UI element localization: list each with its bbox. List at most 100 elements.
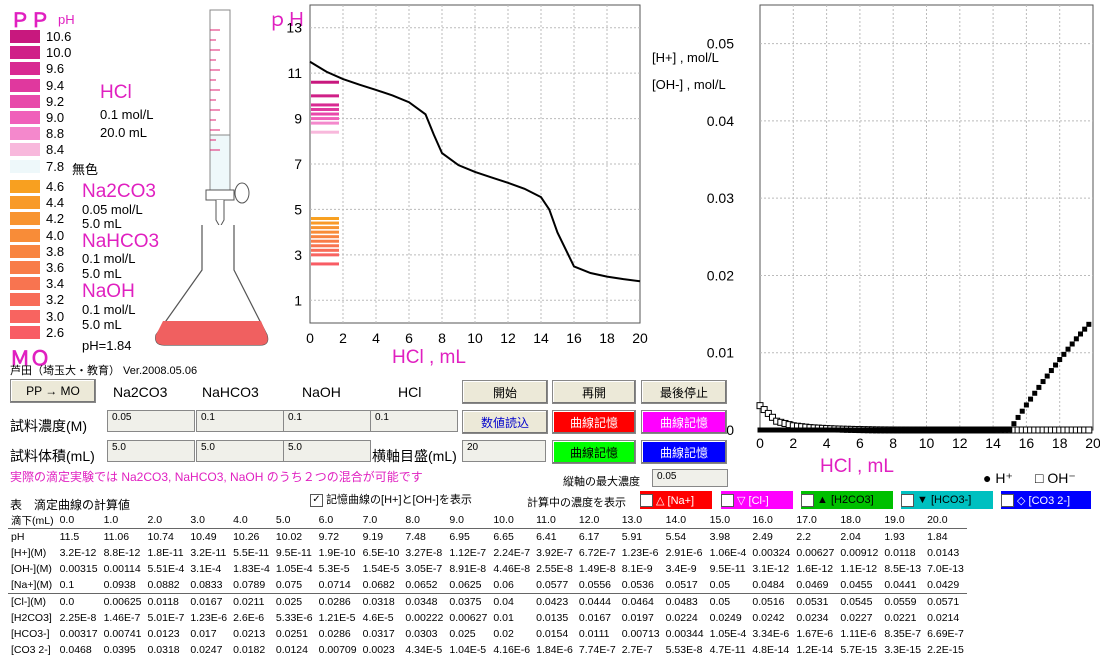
h-point [1015,414,1021,420]
conc-toggle-checkbox[interactable] [721,493,734,507]
table-cell: 0.0124 [275,644,308,656]
table-cell: 10.74 [144,528,188,545]
table-cell: 0.0882 [147,579,180,591]
h-point [786,427,792,433]
pp-scale-swatch [10,46,40,60]
memo-show-label: 記憶曲線の[H+]と[OH-]を表示 [326,494,472,506]
legend-oh: □ OH⁻ [1035,470,1076,486]
conc-toggle-chip[interactable]: ▲ [H2CO3] [801,491,893,509]
table-cell: 12.0 [578,514,600,526]
conc-toggle-chip[interactable]: ▼ [HCO3-] [901,491,993,509]
memo-show-option[interactable]: ✓ 記憶曲線の[H+]と[OH-]を表示 [310,491,472,507]
table-cell: 0.0227 [840,612,873,624]
h-point [849,427,855,433]
table-cell: 0.075 [275,579,303,591]
conc-xtick-label: 14 [985,435,1001,451]
table-cell: 0.0652 [405,579,438,591]
table-cell: 8.35E-7 [884,628,922,640]
xaxis-scale-input[interactable]: 20 [462,440,546,462]
ph-xtick-label: 0 [306,330,314,346]
ph-ytick-label: 1 [294,292,302,308]
conc-toggle-chip[interactable]: △ [Na+] [640,491,712,509]
table-cell: 0.0469 [796,579,829,591]
memo-curve-blue-button[interactable]: 曲線記憶 [641,440,727,464]
table-cell: 0.0197 [621,612,654,624]
conc-toggle-label: ▼ [HCO3-] [917,494,972,506]
conc-xtick-label: 6 [856,435,864,451]
memo-curve-green-button[interactable]: 曲線記憶 [552,440,636,464]
table-row-header: pH [8,528,57,545]
table-cell: 10.26 [230,528,273,545]
naoh-conc-input[interactable]: 0.1 [283,410,371,432]
h-point [853,427,859,433]
ph-xtick-label: 2 [339,330,347,346]
na2co3-vol-input[interactable]: 5.0 [107,440,195,462]
table-cell: 5.33E-6 [275,612,313,624]
conc-toggle-chip[interactable]: ▽ [Cl-] [721,491,793,509]
memo-curve-magenta-button[interactable]: 曲線記憶 [641,410,727,434]
conc-toggle-checkbox[interactable] [901,493,914,507]
conc-toggle-label: ▲ [H2CO3] [817,494,874,506]
pp-scale-value: 9.4 [46,77,65,93]
ph-mo-band [311,235,339,239]
table-cell: 5.3E-5 [318,563,350,575]
h-point [903,427,909,433]
h-point [861,427,867,433]
nahco3-vol-input[interactable]: 5.0 [196,440,284,462]
table-cell: 1.04E-5 [449,644,487,656]
table-row-header: [CO3 2-] [11,644,51,656]
pp-scale-value: 9.2 [46,93,65,109]
mo-scale-value: 3.2 [46,292,65,308]
table-cell: 0.0214 [927,612,960,624]
table-cell: 0.0182 [233,644,266,656]
conc-toggle-checkbox[interactable] [801,493,814,507]
h-point [1073,336,1079,342]
table-row-header: [H2CO3] [11,612,52,624]
table-cell: 19.0 [884,514,905,526]
table-cell: 0.0571 [924,593,967,610]
table-cell: 0.0167 [578,612,612,624]
memo-curve-red-button[interactable]: 曲線記憶 [552,410,636,434]
h-point [911,427,917,433]
titrant-vol: 20.0 mL [100,125,147,140]
table-cell: 0.00317 [59,628,98,640]
sample-2-conc: 0.1 mol/L [82,251,136,266]
last-stop-button[interactable]: 最後停止 [641,380,727,404]
table-cell: 1.12E-7 [449,547,487,559]
table-cell: 7.74E-7 [578,644,616,656]
table-cell: 0.0559 [881,593,925,610]
hcl-conc-input[interactable]: 0.1 [370,410,458,432]
table-cell: 0.04 [490,593,534,610]
table-title: 表 滴定曲線の計算値 [10,498,131,512]
memo-show-checkbox[interactable]: ✓ [310,493,323,507]
table-cell: 0.0251 [275,628,308,640]
h-point [1065,346,1071,352]
h-point [1007,427,1013,433]
h-point [1082,326,1088,332]
pp-scale-value: 7.8 [46,158,65,174]
h-point [1053,362,1059,368]
table-cell: 1.54E-5 [362,563,400,575]
table-cell: 0.0111 [578,628,610,640]
restart-button[interactable]: 再開 [552,380,636,404]
table-cell: 2.25E-8 [59,612,97,624]
table-cell: 3.27E-8 [405,547,443,559]
read-values-button[interactable]: 数値読込 [462,410,548,434]
naoh-vol-input[interactable]: 5.0 [283,440,371,462]
table-cell: 0.0286 [318,628,351,640]
conc-ytick-label: 0.03 [707,190,734,206]
start-button[interactable]: 開始 [462,380,548,404]
h-point [1040,379,1046,385]
conc-toggle-checkbox[interactable] [640,493,653,507]
oh-point [756,402,764,410]
h-point [936,427,942,433]
table-cell: 0.00625 [100,593,145,610]
conc-toggle-chip[interactable]: ◇ [CO3 2-] [1001,491,1091,509]
nahco3-conc-input[interactable]: 0.1 [196,410,284,432]
pp-mo-toggle-button[interactable]: PP → MO [10,379,96,403]
max-conc-input[interactable]: 0.05 [652,469,728,487]
h-point [799,427,805,433]
h-point [782,427,788,433]
conc-toggle-checkbox[interactable] [1001,493,1014,507]
na2co3-conc-input[interactable]: 0.05 [107,410,195,432]
